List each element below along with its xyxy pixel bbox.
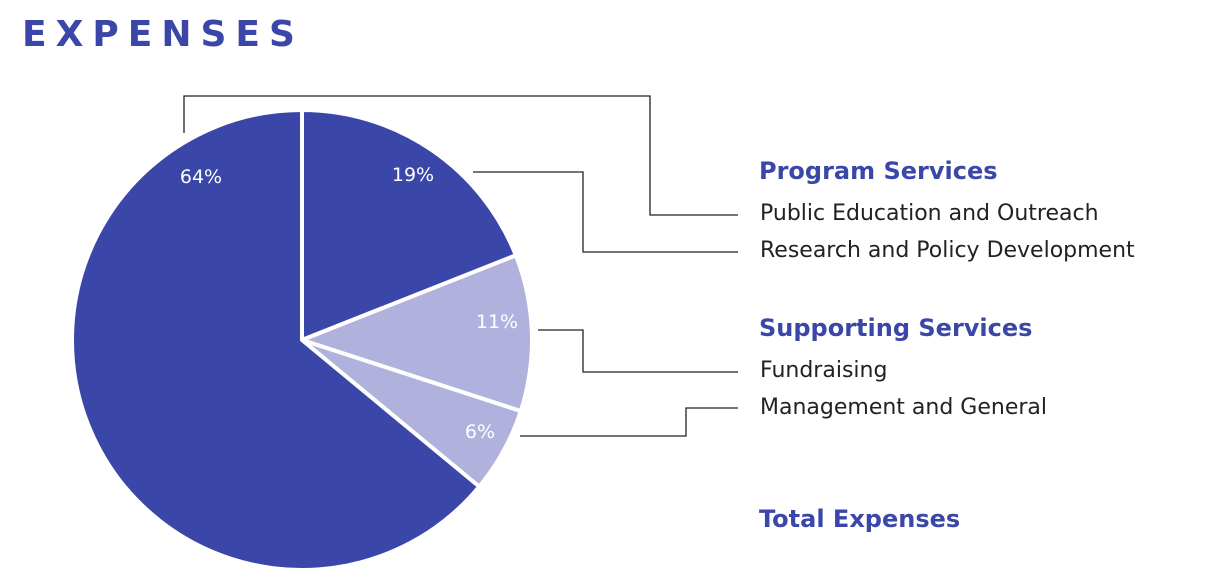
pie-label-public-education-and-outreach: 64% (180, 166, 222, 188)
pie-label-research-and-policy-development: 19% (392, 164, 434, 186)
legend-item-management-general: Management and General (760, 395, 1047, 420)
legend-item-public-education: Public Education and Outreach (760, 201, 1099, 226)
page-title: EXPENSES (22, 14, 304, 55)
legend-heading-program-services: Program Services (759, 157, 998, 185)
leader-fundraising (538, 329, 738, 373)
legend-item-fundraising: Fundraising (760, 358, 888, 383)
pie-slice-fundraising (300, 253, 534, 414)
pie-slices (70, 108, 534, 572)
leader-public-education (183, 95, 738, 216)
pie-slice-research-and-policy-development (300, 108, 518, 342)
pie-percent-labels: 19% 11% 6% 64% (180, 164, 518, 443)
pie-label-fundraising: 11% (476, 311, 518, 333)
pie-label-management-and-general: 6% (465, 421, 495, 443)
legend-heading-supporting-services: Supporting Services (759, 314, 1033, 342)
pie-slice-public-education-and-outreach (70, 108, 482, 572)
total-expenses-label: Total Expenses (759, 505, 961, 533)
legend-item-research-policy: Research and Policy Development (760, 238, 1135, 263)
leader-research-policy (473, 171, 738, 253)
leader-lines (183, 95, 738, 437)
leader-management-general (520, 407, 738, 437)
